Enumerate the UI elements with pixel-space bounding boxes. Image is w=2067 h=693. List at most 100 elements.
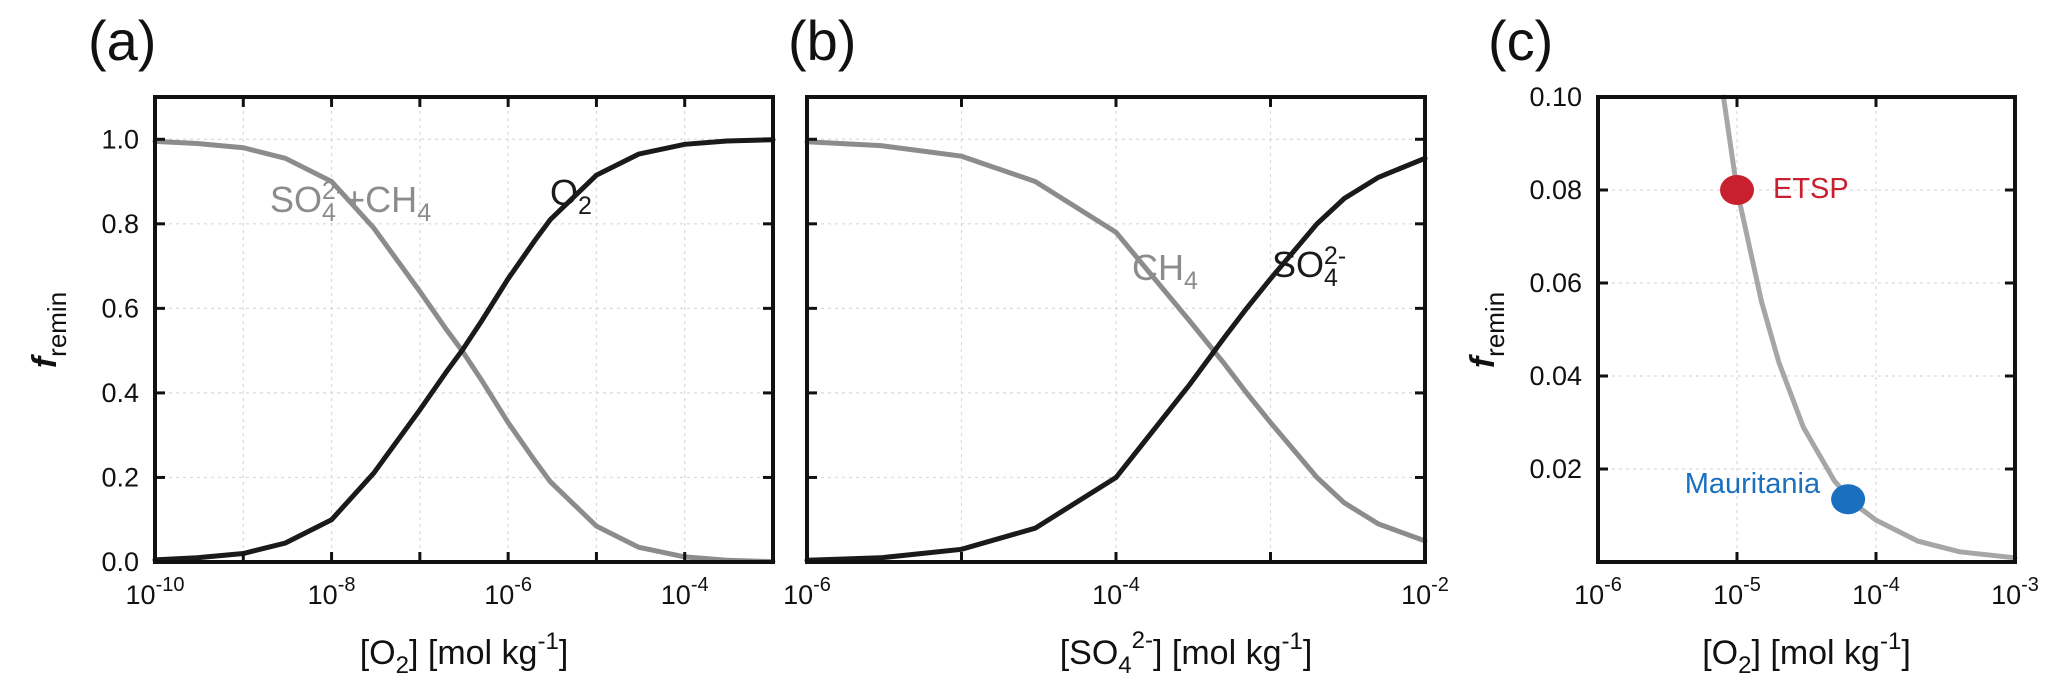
plot-frame <box>153 95 775 564</box>
y-tick-label: 0.0 <box>101 547 139 577</box>
x-tick-label: 10-8 <box>308 574 356 610</box>
y-tick-label: 0.8 <box>101 209 139 239</box>
xlabel-text: [SO <box>1060 634 1119 672</box>
y-tick-label: 0.10 <box>1529 82 1582 112</box>
xlabel-text: ] [mol kg <box>1153 634 1281 672</box>
tick-exponent: -4 <box>691 574 709 596</box>
x-axis-label: [O2] [mol kg-1] <box>360 628 569 679</box>
tick-base: 10 <box>1092 580 1122 610</box>
series-label-o2: O2 <box>550 172 592 220</box>
tick-base: 10 <box>783 580 813 610</box>
label-subscript: 2 <box>578 192 592 220</box>
tick-exponent: -10 <box>156 574 185 596</box>
tick-base: 10 <box>126 580 156 610</box>
y-axis-label: fremin <box>26 292 72 368</box>
tick-base: 10 <box>1991 580 2021 610</box>
point-label-mauritania: Mauritania <box>1685 468 1821 500</box>
x-axis-label: [SO42-] [mol kg-1] <box>1060 627 1313 679</box>
tick-exponent: -4 <box>1882 574 1900 596</box>
label-text: +CH <box>344 179 417 220</box>
label-text: O <box>550 172 578 213</box>
tick-exponent: -5 <box>1743 574 1761 596</box>
tick-exponent: -6 <box>813 574 831 596</box>
x-tick-label: 10-4 <box>661 574 709 610</box>
series-line-1 <box>804 139 1428 544</box>
x-tick-label: 10-4 <box>1852 574 1900 610</box>
label-subscript: 4 <box>1324 264 1338 292</box>
panel-b: (b)10-6 10-4 10-2[SO42-] [mol kg-1]CH4 SO42… <box>783 9 1449 679</box>
xlabel-superscript: -1 <box>1880 628 1901 655</box>
ylabel-main: f <box>1464 353 1502 368</box>
point-label-etsp: ETSP <box>1773 173 1849 205</box>
tick-base: 10 <box>484 580 514 610</box>
xlabel-subscript: 2 <box>396 652 409 679</box>
x-tick-label: 10-5 <box>1713 574 1761 610</box>
y-tick-label: 0.06 <box>1529 268 1582 298</box>
xlabel-superscript: -1 <box>537 628 558 655</box>
xlabel-superscript: -1 <box>1281 628 1302 655</box>
tick-base: 10 <box>661 580 691 610</box>
tick-exponent: -2 <box>1431 574 1449 596</box>
label-text: SO <box>1272 244 1324 285</box>
y-tick-label: 0.04 <box>1529 361 1582 391</box>
x-tick-label: 10-3 <box>1991 574 2039 610</box>
x-tick-label: 10-6 <box>484 574 532 610</box>
label-superscript: 2- <box>1324 242 1346 270</box>
xlabel-text: ] [mol kg <box>1751 634 1879 672</box>
tick-exponent: -6 <box>1604 574 1622 596</box>
label-text: CH <box>1132 247 1184 288</box>
xlabel-text: [O <box>1702 634 1738 672</box>
tick-base: 10 <box>1713 580 1743 610</box>
x-tick-label: 10-2 <box>1401 574 1449 610</box>
y-axis-label: fremin <box>1464 292 1510 368</box>
ylabel-subscript: remin <box>1480 292 1510 357</box>
xlabel-text: ] <box>1901 634 1910 672</box>
panel-letter: (b) <box>788 9 856 72</box>
xlabel-superscript: 2- <box>1132 627 1153 654</box>
data-point-mauritania <box>1831 484 1866 515</box>
plot-frame <box>1596 95 2017 564</box>
tick-base: 10 <box>1574 580 1604 610</box>
series-label-ch4: CH4 <box>1132 247 1198 295</box>
xlabel-subscript: 2 <box>1738 652 1751 679</box>
y-tick-label: 0.6 <box>101 293 139 323</box>
label-subscript: 4 <box>322 199 336 227</box>
x-tick-label: 10-4 <box>1092 574 1140 610</box>
y-tick-label: 1.0 <box>101 124 139 154</box>
y-tick-label: 0.2 <box>101 462 139 492</box>
series-label-so4-ch4: SO42-+CH4 <box>270 177 431 227</box>
y-tick-label: 0.08 <box>1529 175 1582 205</box>
x-tick-label: 10-6 <box>1574 574 1622 610</box>
xlabel-subscript: 4 <box>1118 652 1131 679</box>
xlabel-text: [O <box>360 634 396 672</box>
xlabel-text: ] <box>1303 634 1312 672</box>
y-tick-label: 0.4 <box>101 378 139 408</box>
label-superscript: 2- <box>322 177 344 205</box>
panel-a: (a)10-10 10-8 10-6 10-40.00.20.40.60.81.0[O… <box>88 9 776 679</box>
tick-exponent: -8 <box>338 574 356 596</box>
series-label-so4: SO42- <box>1272 242 1346 292</box>
series-line-1 <box>152 138 776 565</box>
x-axis-label: [O2] [mol kg-1] <box>1702 628 1911 679</box>
tick-exponent: -4 <box>1122 574 1140 596</box>
tick-exponent: -6 <box>514 574 532 596</box>
data-point-etsp <box>1720 175 1754 205</box>
series-line-1 <box>1721 94 2018 561</box>
panel-letter: (a) <box>88 9 156 72</box>
x-tick-label: 10-10 <box>126 574 185 610</box>
ylabel-subscript: remin <box>42 292 72 357</box>
tick-exponent: -3 <box>2021 574 2039 596</box>
label-subscript: 4 <box>1184 267 1198 295</box>
tick-base: 10 <box>308 580 338 610</box>
series-line-2 <box>152 137 776 563</box>
panel-c: (c)10-6 10-5 10-4 10-30.020.040.060.080.10[… <box>1488 9 2039 679</box>
x-tick-label: 10-6 <box>783 574 831 610</box>
panel-letter: (c) <box>1488 9 1553 72</box>
tick-base: 10 <box>1401 580 1431 610</box>
tick-base: 10 <box>1852 580 1882 610</box>
xlabel-text: ] <box>559 634 568 672</box>
ylabel-main: f <box>26 353 64 368</box>
xlabel-text: ] [mol kg <box>409 634 537 672</box>
label-subscript: 4 <box>417 199 431 227</box>
